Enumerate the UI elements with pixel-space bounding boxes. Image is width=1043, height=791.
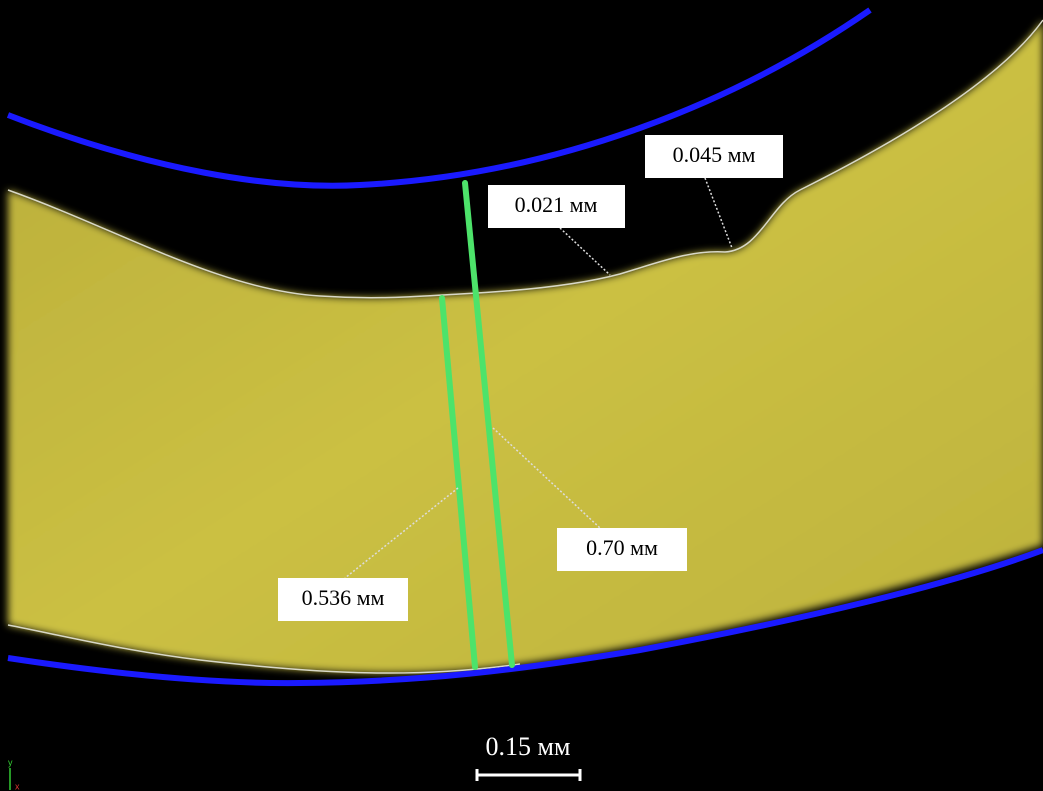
- annotation: 0.536 мм: [278, 578, 408, 621]
- annotation: 0.045 мм: [645, 135, 783, 178]
- scale-bar-label: 0.15 мм: [486, 732, 571, 761]
- annotation-label: 0.70 мм: [586, 535, 658, 560]
- annotation-label: 0.536 мм: [302, 585, 385, 610]
- annotation-label: 0.045 мм: [673, 142, 756, 167]
- axis-label: x: [15, 781, 20, 791]
- annotation-label: 0.021 мм: [515, 192, 598, 217]
- axis-label: y: [8, 757, 13, 767]
- image: 0.045 мм 0.021 мм 0.70 мм 0.536 мм 0.15 …: [0, 0, 1043, 791]
- annotation: 0.021 мм: [488, 185, 625, 228]
- annotation: 0.70 мм: [557, 528, 687, 571]
